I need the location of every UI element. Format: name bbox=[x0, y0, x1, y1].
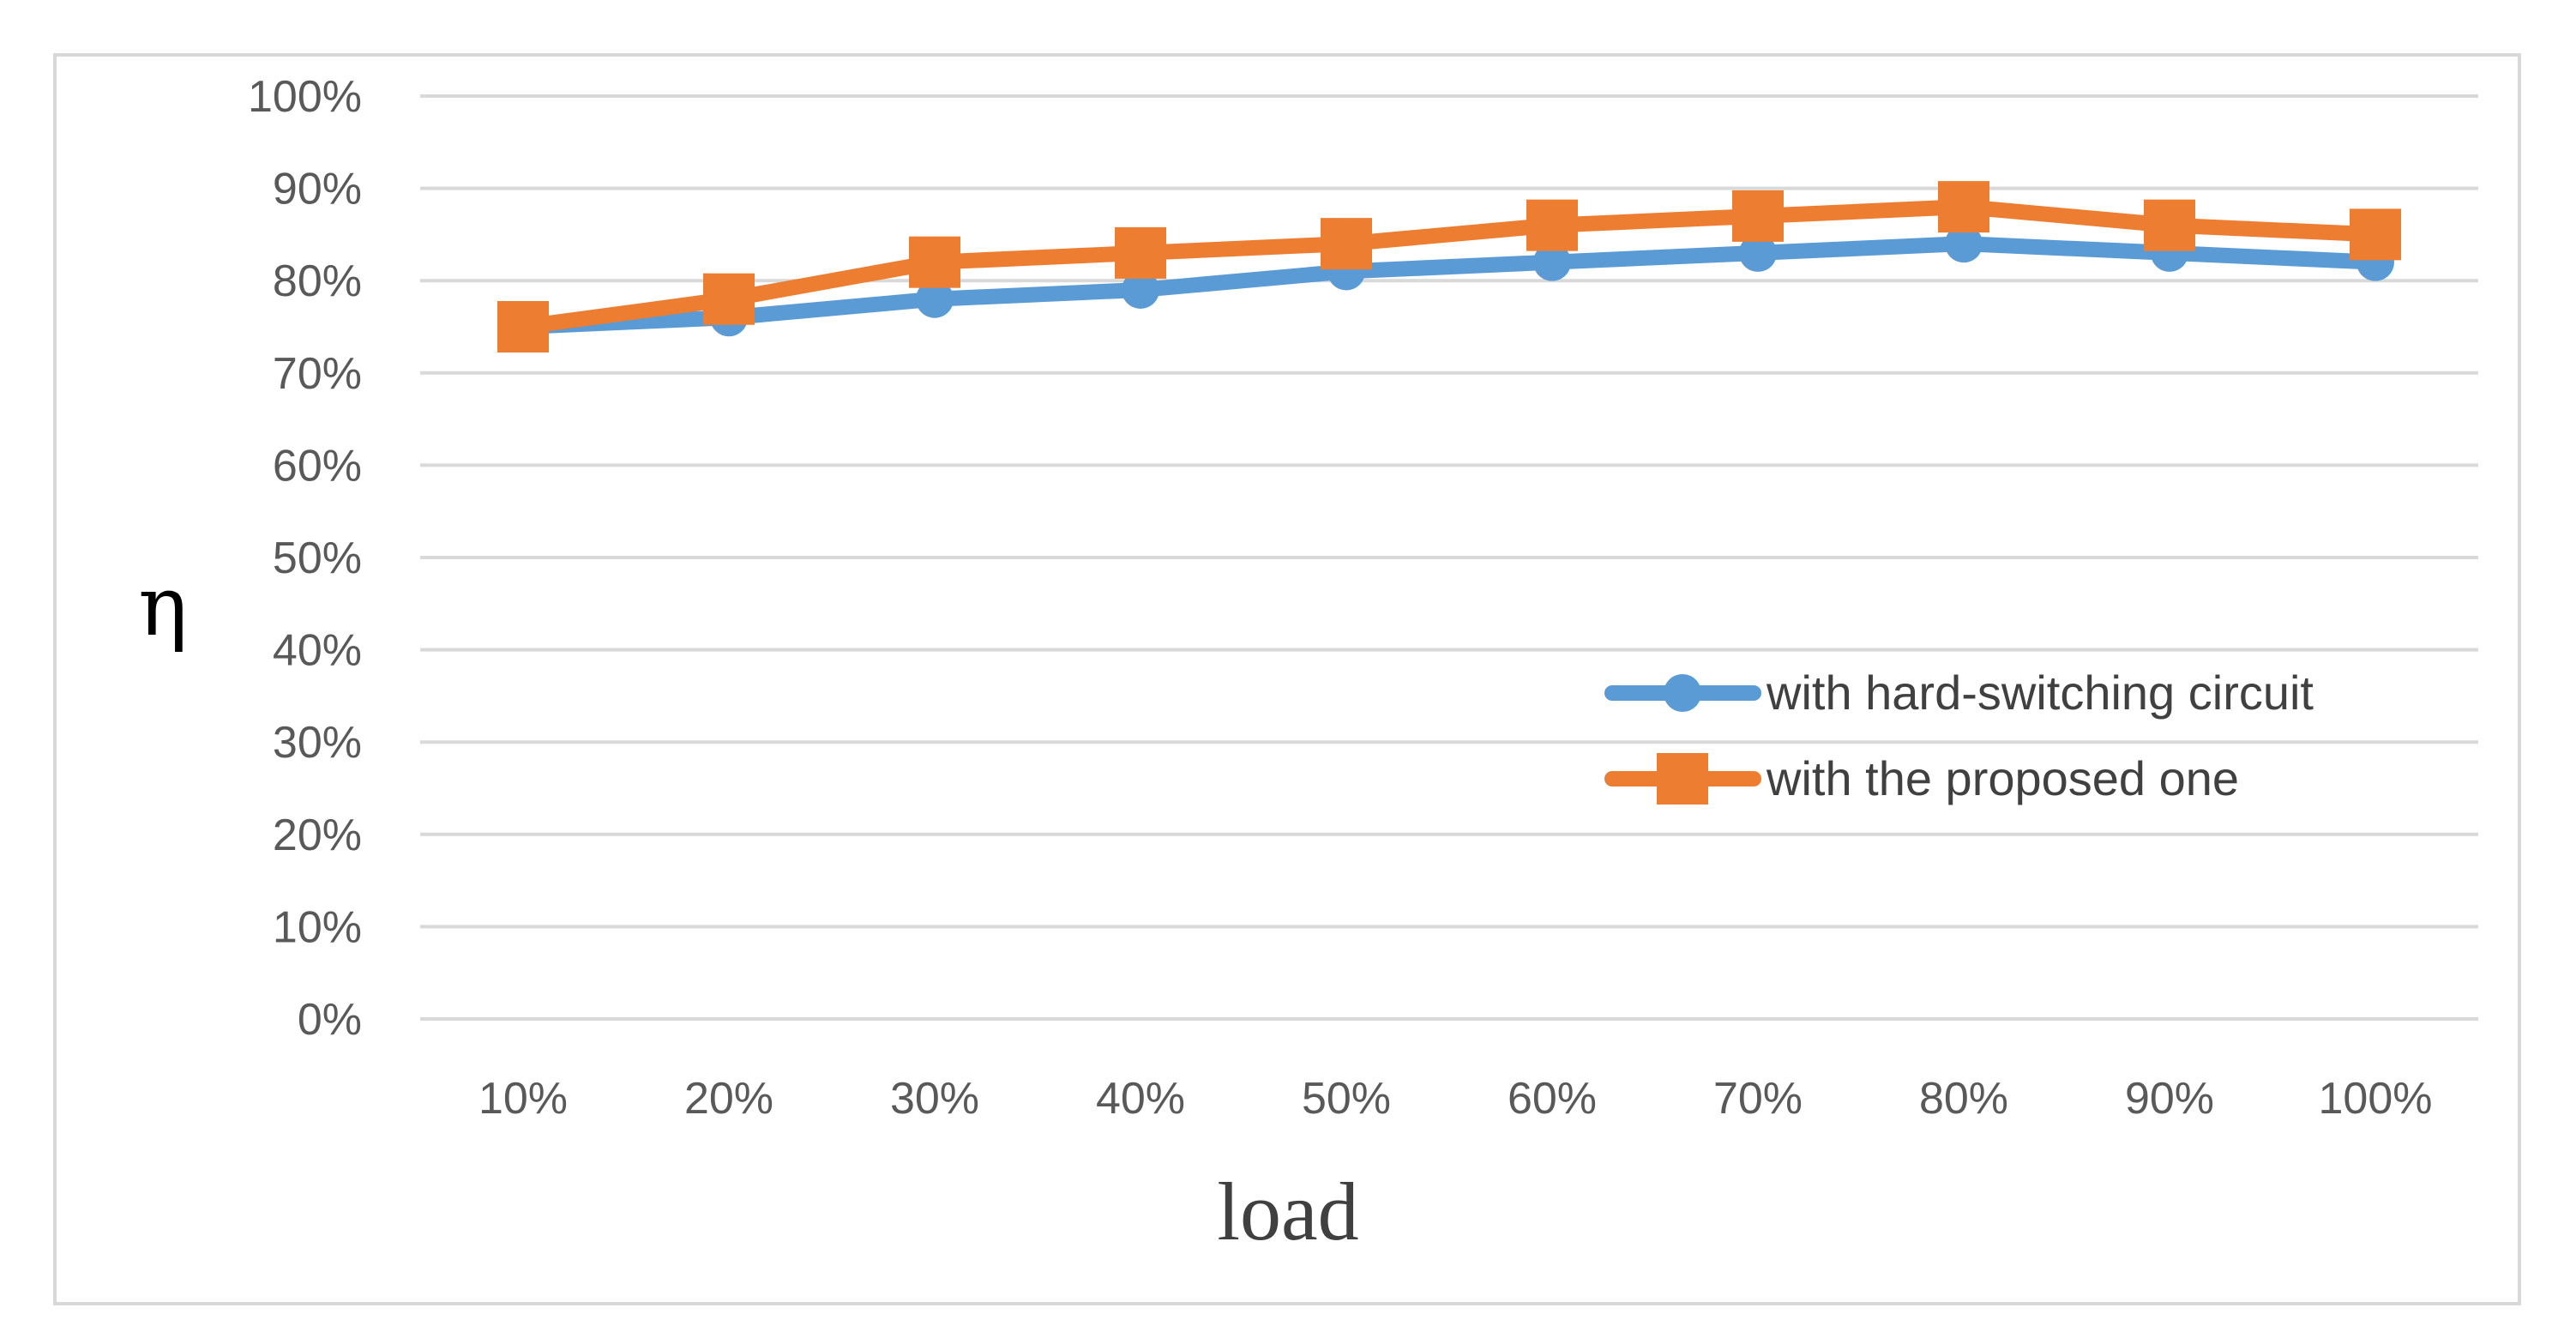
y-tick-label: 60% bbox=[273, 441, 362, 491]
data-point bbox=[1115, 226, 1166, 279]
data-point bbox=[2350, 208, 2401, 261]
series-line bbox=[515, 236, 2383, 334]
legend: with hard-switching circuit with the prop… bbox=[1604, 666, 2314, 805]
series-line bbox=[515, 199, 2383, 334]
x-tick-label: 20% bbox=[684, 1074, 773, 1124]
legend-marker bbox=[1664, 674, 1701, 712]
data-point bbox=[916, 280, 954, 318]
x-tick-label: 70% bbox=[1713, 1074, 1803, 1124]
data-point bbox=[1945, 225, 1983, 263]
x-tick-label: 30% bbox=[890, 1074, 979, 1124]
x-tick-label: 90% bbox=[2125, 1074, 2214, 1124]
data-point bbox=[1938, 181, 1989, 233]
y-tick-label: 80% bbox=[273, 256, 362, 306]
data-point bbox=[1739, 233, 1777, 272]
x-tick-label: 60% bbox=[1508, 1074, 1597, 1124]
data-point bbox=[1122, 270, 1159, 309]
legend-item: with hard-switching circuit bbox=[1604, 666, 2314, 720]
y-tick-label: 50% bbox=[273, 533, 362, 583]
x-tick-label: 10% bbox=[478, 1074, 568, 1124]
y-tick-label: 20% bbox=[273, 811, 362, 860]
data-point bbox=[909, 236, 960, 288]
y-tick-label: 10% bbox=[273, 902, 362, 952]
gridlines bbox=[420, 94, 2478, 1021]
data-point bbox=[2144, 199, 2195, 251]
y-axis-title: η bbox=[138, 558, 188, 654]
data-point bbox=[703, 273, 755, 325]
chart-frame bbox=[53, 53, 2521, 1305]
series-lines bbox=[497, 181, 2401, 353]
y-axis-ticks: 0% 10% 20% 30% 40% 50% 60% 70% 80% 90% 100% bbox=[248, 72, 362, 1045]
x-tick-label: 100% bbox=[2319, 1074, 2433, 1124]
legend-marker bbox=[1657, 753, 1708, 805]
y-tick-label: 70% bbox=[273, 349, 362, 399]
x-tick-label: 80% bbox=[1919, 1074, 2008, 1124]
series-2 bbox=[497, 181, 2401, 353]
x-axis-title: load bbox=[1217, 1166, 1358, 1257]
x-tick-label: 50% bbox=[1302, 1074, 1391, 1124]
y-tick-label: 0% bbox=[298, 995, 362, 1045]
data-point bbox=[497, 301, 549, 353]
legend-label: with hard-switching circuit bbox=[1766, 666, 2314, 720]
data-point bbox=[1533, 243, 1571, 281]
data-point bbox=[1732, 190, 1784, 242]
data-point bbox=[1526, 199, 1578, 251]
y-tick-label: 40% bbox=[273, 626, 362, 676]
y-tick-label: 100% bbox=[248, 72, 362, 122]
x-axis-ticks: 10% 20% 30% 40% 50% 60% 70% 80% 90% 100% bbox=[478, 1074, 2433, 1124]
legend-label: with the proposed one bbox=[1766, 751, 2239, 805]
y-tick-label: 30% bbox=[273, 718, 362, 768]
x-tick-label: 40% bbox=[1096, 1074, 1185, 1124]
data-point bbox=[1321, 218, 1372, 270]
legend-item: with the proposed one bbox=[1604, 751, 2239, 805]
y-tick-label: 90% bbox=[273, 165, 362, 214]
